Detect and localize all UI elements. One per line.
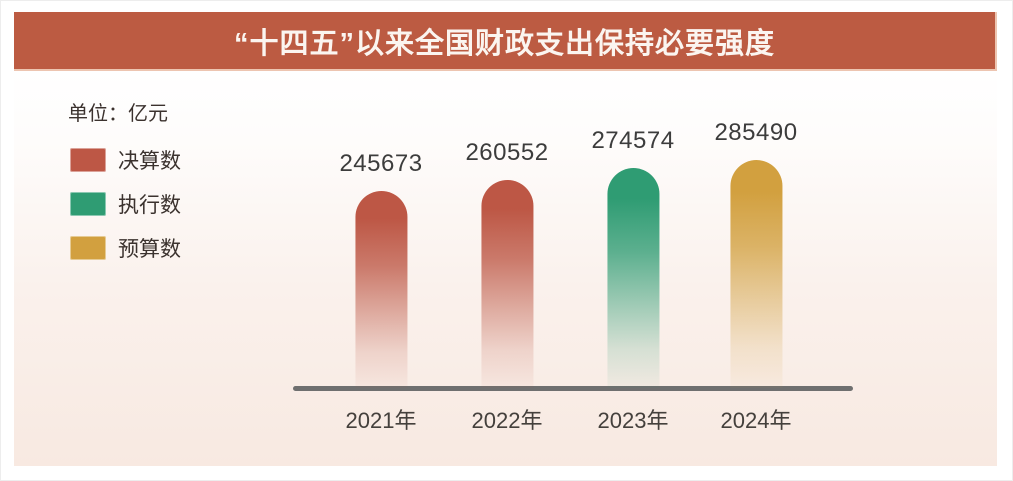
legend-label: 决算数 xyxy=(118,150,181,173)
chart-content-area: 单位：亿元 决算数 执行数 预算数 245673 xyxy=(14,71,997,466)
bar-group-2021: 245673 2021年 xyxy=(339,150,423,433)
bar-group-2022: 260552 2022年 xyxy=(465,139,549,433)
legend-item-final-accounts: 决算数 xyxy=(70,148,181,173)
x-axis-tick-label: 2022年 xyxy=(471,408,543,433)
bar-group-2024: 285490 2024年 xyxy=(714,119,798,433)
chart-title: “十四五”以来全国财政支出保持必要强度 xyxy=(233,27,775,60)
legend-swatch-red xyxy=(70,148,106,172)
bar-value-label: 260552 xyxy=(465,139,549,166)
x-axis-tick-label: 2024年 xyxy=(720,408,792,433)
bar-chart-plot: 245673 2021年 260552 2022年 274574 2023年 2… xyxy=(14,71,997,466)
bar-value-label: 285490 xyxy=(714,119,798,146)
chart-title-banner: “十四五”以来全国财政支出保持必要强度 xyxy=(14,12,997,71)
legend-swatch-gold xyxy=(70,236,106,260)
bar-2021 xyxy=(355,191,407,388)
legend-swatch-green xyxy=(70,192,106,216)
bar-2022 xyxy=(481,180,533,388)
unit-label: 单位：亿元 xyxy=(68,103,168,125)
legend-item-execution: 执行数 xyxy=(70,192,181,217)
legend-label: 执行数 xyxy=(118,194,181,217)
x-axis-tick-label: 2021年 xyxy=(345,408,417,433)
x-axis-line xyxy=(293,386,853,391)
bar-2024 xyxy=(730,160,782,388)
legend-item-budget: 预算数 xyxy=(70,236,181,261)
x-axis-tick-label: 2023年 xyxy=(597,408,669,433)
bar-2023 xyxy=(607,168,659,388)
legend: 决算数 执行数 预算数 xyxy=(70,148,181,280)
bar-group-2023: 274574 2023年 xyxy=(591,127,675,433)
bar-value-label: 274574 xyxy=(591,127,675,154)
legend-label: 预算数 xyxy=(118,238,181,261)
chart-card: “十四五”以来全国财政支出保持必要强度 单位：亿元 决算数 执行数 预算数 xyxy=(14,12,997,466)
bar-value-label: 245673 xyxy=(339,150,423,177)
